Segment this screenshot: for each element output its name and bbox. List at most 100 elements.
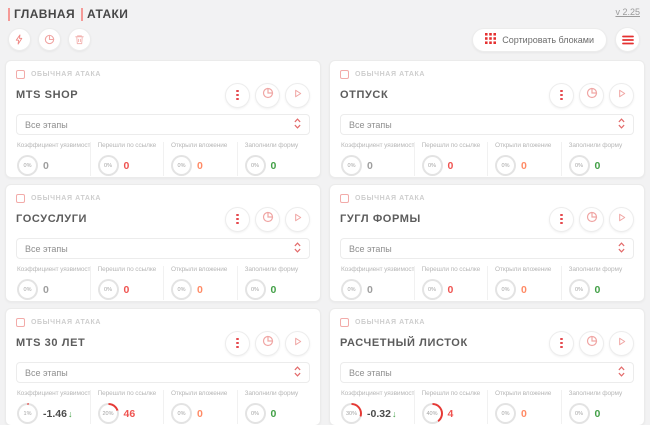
stat-value: 0 (447, 159, 454, 172)
grid-icon (485, 31, 497, 49)
attack-type-badge: ОБЫЧНАЯ АТАКА (355, 194, 426, 202)
card-run-button[interactable] (285, 82, 310, 108)
card-run-button[interactable] (609, 206, 634, 232)
sort-blocks-label: Сортировать блоками (502, 34, 594, 45)
attack-card-mts-shop: ОБЫЧНАЯ АТАКА MTS SHOP Все этапы Коэффиц… (5, 60, 321, 178)
stat-vulnerability-coefficient: Коэффициент уязвимости 0% 0 (16, 266, 90, 300)
stat-link-clicked: Перешли по ссылке 20% 46 (89, 390, 164, 424)
pie-chart-icon (586, 210, 598, 228)
gauge: 0% (341, 155, 362, 176)
sort-blocks-button[interactable]: Сортировать блоками (472, 27, 607, 52)
stage-select[interactable]: Все этапы (16, 362, 310, 383)
chevron-updown-icon (618, 240, 625, 258)
breadcrumb-attacks[interactable]: АТАКИ (81, 7, 128, 21)
stat-value: 0 (594, 159, 601, 172)
gauge: 0% (495, 155, 516, 176)
stage-select-value: Все этапы (25, 367, 68, 378)
breadcrumb-accent-bar (8, 7, 10, 21)
card-statistics-button[interactable] (579, 82, 604, 108)
stage-select[interactable]: Все этапы (340, 114, 634, 135)
card-menu-button[interactable] (225, 82, 250, 108)
card-statistics-button[interactable] (255, 206, 280, 232)
kebab-icon (560, 89, 563, 101)
kebab-icon (560, 337, 563, 349)
toolbar-left-actions (8, 28, 91, 51)
gauge: 0% (171, 279, 192, 300)
delete-button[interactable] (68, 28, 91, 51)
stat-value: 46 (123, 407, 136, 420)
stat-attachment-opened: Открыли вложение 0% 0 (163, 142, 237, 176)
card-statistics-button[interactable] (579, 206, 604, 232)
stat-value: 0 (197, 283, 203, 296)
card-checkbox[interactable] (16, 69, 25, 79)
attack-type-badge: ОБЫЧНАЯ АТАКА (31, 194, 102, 202)
stat-value: 0 (123, 159, 130, 172)
stat-link-clicked: Перешли по ссылке 0% 0 (413, 142, 488, 176)
card-checkbox[interactable] (340, 317, 349, 327)
gauge: 0% (244, 155, 266, 176)
card-menu-button[interactable] (225, 206, 250, 232)
toolbar-right-actions: Сортировать блоками (472, 27, 640, 52)
card-checkbox[interactable] (16, 317, 25, 327)
card-statistics-button[interactable] (255, 330, 280, 356)
stat-value: 0 (367, 159, 373, 172)
trash-icon (74, 34, 85, 45)
stat-attachment-opened: Открыли вложение 0% 0 (487, 142, 561, 176)
stage-select[interactable]: Все этапы (16, 114, 310, 135)
card-run-button[interactable] (285, 206, 310, 232)
play-icon (616, 86, 627, 104)
menu-button[interactable] (615, 27, 640, 52)
stat-attachment-opened: Открыли вложение 0% 0 (487, 266, 561, 300)
attack-card-raschetny-listok: ОБЫЧНАЯ АТАКА РАСЧЕТНЫЙ ЛИСТОК Все этапы… (329, 308, 645, 425)
card-run-button[interactable] (609, 330, 634, 356)
breadcrumb: ГЛАВНАЯ АТАКИ (8, 7, 128, 21)
chevron-updown-icon (294, 240, 301, 258)
card-menu-button[interactable] (549, 330, 574, 356)
launch-attack-button[interactable] (8, 28, 31, 51)
attack-card-gosuslugi: ОБЫЧНАЯ АТАКА ГОСУСЛУГИ Все этапы Коэффи… (5, 184, 321, 302)
stat-value: 0 (594, 407, 601, 420)
stage-select[interactable]: Все этапы (16, 238, 310, 259)
card-run-button[interactable] (285, 330, 310, 356)
stat-value: 0 (521, 283, 527, 296)
pie-chart-icon (262, 86, 274, 104)
attack-type-badge: ОБЫЧНАЯ АТАКА (31, 318, 102, 326)
card-menu-button[interactable] (549, 206, 574, 232)
stat-value: 0 (270, 283, 277, 296)
stat-value: 0 (367, 283, 373, 296)
card-statistics-button[interactable] (579, 330, 604, 356)
stage-select[interactable]: Все этапы (340, 362, 634, 383)
card-run-button[interactable] (609, 82, 634, 108)
attack-cards-grid: ОБЫЧНАЯ АТАКА MTS SHOP Все этапы Коэффиц… (5, 60, 645, 425)
stage-select-value: Все этапы (25, 119, 68, 130)
stat-form-filled: Заполнили форму 0% 0 (560, 390, 635, 424)
card-menu-button[interactable] (549, 82, 574, 108)
card-title: MTS 30 ЛЕТ (16, 337, 86, 349)
statistics-button[interactable] (38, 28, 61, 51)
stat-value: 0 (270, 407, 277, 420)
gauge: 0% (244, 403, 266, 424)
gauge: 0% (17, 155, 38, 176)
gauge: 0% (171, 155, 192, 176)
kebab-icon (560, 213, 563, 225)
card-menu-button[interactable] (225, 330, 250, 356)
attack-type-badge: ОБЫЧНАЯ АТАКА (355, 70, 426, 78)
card-checkbox[interactable] (16, 193, 25, 203)
play-icon (292, 334, 303, 352)
stage-select-value: Все этапы (349, 119, 392, 130)
stat-value: 0 (197, 407, 203, 420)
breadcrumb-home[interactable]: ГЛАВНАЯ (8, 7, 75, 21)
gauge: 0% (421, 155, 443, 176)
stat-form-filled: Заполнили форму 0% 0 (560, 142, 635, 176)
card-checkbox[interactable] (340, 69, 349, 79)
play-icon (292, 86, 303, 104)
card-statistics-button[interactable] (255, 82, 280, 108)
stage-select[interactable]: Все этапы (340, 238, 634, 259)
lightning-icon (14, 34, 25, 45)
chevron-updown-icon (618, 364, 625, 382)
card-checkbox[interactable] (340, 193, 349, 203)
version-link[interactable]: v 2.25 (615, 7, 640, 17)
kebab-icon (236, 89, 239, 101)
stat-vulnerability-coefficient: Коэффициент уязвимости 1% -1.46↓ (16, 390, 90, 424)
chevron-updown-icon (294, 116, 301, 134)
